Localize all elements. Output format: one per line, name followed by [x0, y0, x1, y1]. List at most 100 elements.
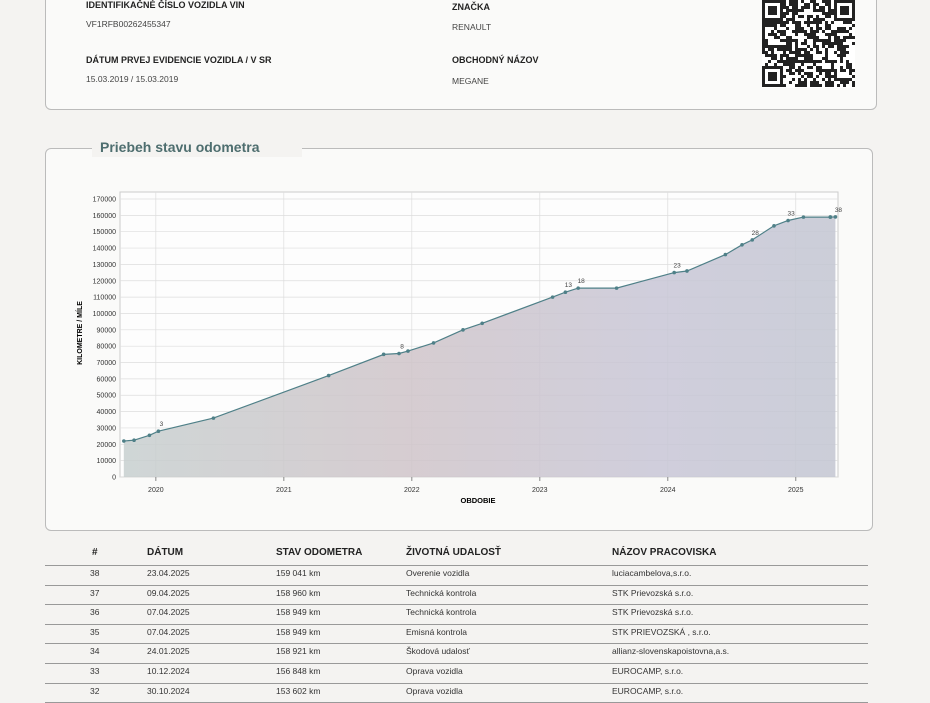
- qr-cell: [807, 57, 810, 60]
- table-cell: STK Prievozská s.r.o.: [612, 607, 694, 618]
- qr-cell: [813, 18, 816, 21]
- qr-cell: [801, 15, 804, 18]
- qr-cell: [798, 30, 801, 33]
- qr-cell: [825, 51, 828, 54]
- table-cell: 35: [90, 626, 100, 637]
- qr-cell: [807, 33, 810, 36]
- table-cell: Škodová udalosť: [406, 646, 470, 657]
- title-bg: [92, 139, 302, 157]
- y-tick-label: 110000: [93, 295, 116, 302]
- qr-cell: [795, 42, 798, 45]
- qr-cell: [786, 42, 789, 45]
- qr-cell: [765, 54, 768, 57]
- qr-cell: [798, 60, 801, 63]
- qr-cell: [783, 30, 786, 33]
- point-label: 33: [787, 211, 795, 218]
- y-tick-label: 60000: [97, 376, 117, 383]
- qr-cell: [786, 63, 789, 66]
- qr-cell: [813, 0, 816, 3]
- qr-cell: [768, 24, 771, 27]
- qr-cell: [789, 3, 792, 6]
- table-cell: 37: [90, 587, 100, 598]
- qr-cell: [819, 18, 822, 21]
- qr-cell: [765, 51, 768, 54]
- vin-label: IDENTIFIKAČNÉ ČÍSLO VOZIDLA VIN: [86, 0, 245, 10]
- qr-cell: [837, 45, 840, 48]
- point-label: 38: [835, 207, 843, 214]
- qr-cell: [813, 21, 816, 24]
- qr-cell: [834, 72, 837, 75]
- qr-cell: [783, 63, 786, 66]
- y-axis-label: KILOMETRE / MÍLE: [75, 301, 84, 365]
- qr-cell: [804, 60, 807, 63]
- table-header: STAV ODOMETRA: [276, 547, 363, 558]
- y-tick-label: 100000: [93, 311, 116, 318]
- qr-cell: [789, 51, 792, 54]
- qr-cell: [795, 0, 798, 3]
- qr-cell: [786, 48, 789, 51]
- qr-cell: [783, 51, 786, 54]
- qr-cell: [789, 63, 792, 66]
- qr-cell: [810, 15, 813, 18]
- qr-cell: [762, 21, 765, 24]
- qr-cell: [828, 24, 831, 27]
- qr-cell: [828, 0, 831, 3]
- qr-cell: [771, 24, 774, 27]
- point: [147, 433, 152, 438]
- qr-cell: [795, 54, 798, 57]
- qr-cell: [825, 12, 828, 15]
- qr-cell: [804, 21, 807, 24]
- qr-cell: [792, 12, 795, 15]
- qr-cell: [807, 75, 810, 78]
- qr-cell: [816, 48, 819, 51]
- qr-cell: [825, 57, 828, 60]
- qr-cell: [774, 36, 777, 39]
- y-tick-label: 20000: [97, 442, 117, 449]
- qr-cell: [816, 45, 819, 48]
- point: [122, 439, 126, 443]
- qr-cell: [801, 9, 804, 12]
- y-tick-label: 80000: [97, 344, 117, 351]
- qr-cell: [795, 39, 798, 42]
- qr-cell: [795, 3, 798, 6]
- row-line: [45, 663, 868, 664]
- qr-cell: [819, 51, 822, 54]
- qr-cell: [798, 54, 801, 57]
- table-header: #: [92, 547, 98, 558]
- qr-cell: [828, 42, 831, 45]
- qr-cell: [792, 39, 795, 42]
- qr-cell: [801, 84, 804, 87]
- qr-cell: [798, 84, 801, 87]
- qr-cell: [837, 54, 840, 57]
- point: [723, 252, 728, 257]
- qr-cell: [837, 27, 840, 30]
- qr-cell: [831, 60, 834, 63]
- table-cell: Oprava vozidla: [406, 666, 463, 676]
- qr-cell: [825, 42, 828, 45]
- qr-cell: [765, 63, 768, 66]
- table-cell: 07.04.2025: [147, 626, 190, 637]
- qr-cell: [801, 54, 804, 57]
- qr-cell: [828, 6, 831, 9]
- line: [123, 216, 836, 442]
- qr-cell: [852, 84, 855, 87]
- qr-cell: [762, 36, 765, 39]
- table-cell: EUROCAMP, s.r.o.: [612, 685, 684, 696]
- qr-cell: [837, 39, 840, 42]
- point: [381, 352, 386, 357]
- qr-cell: [771, 51, 774, 54]
- qr-cell: [846, 78, 849, 81]
- qr-cell: [849, 69, 852, 72]
- point: [740, 242, 744, 247]
- qr-cell: [804, 30, 807, 33]
- qr-cell: [813, 84, 816, 87]
- qr-cell: [804, 42, 807, 45]
- qr-cell: [807, 18, 810, 21]
- qr-cell: [801, 75, 804, 78]
- qr-cell: [792, 57, 795, 60]
- qr-cell: [849, 27, 852, 30]
- qr-cell: [810, 75, 813, 78]
- y-tick-label: 140000: [93, 246, 116, 253]
- qr-cell: [852, 69, 855, 72]
- qr-cell: [762, 27, 765, 30]
